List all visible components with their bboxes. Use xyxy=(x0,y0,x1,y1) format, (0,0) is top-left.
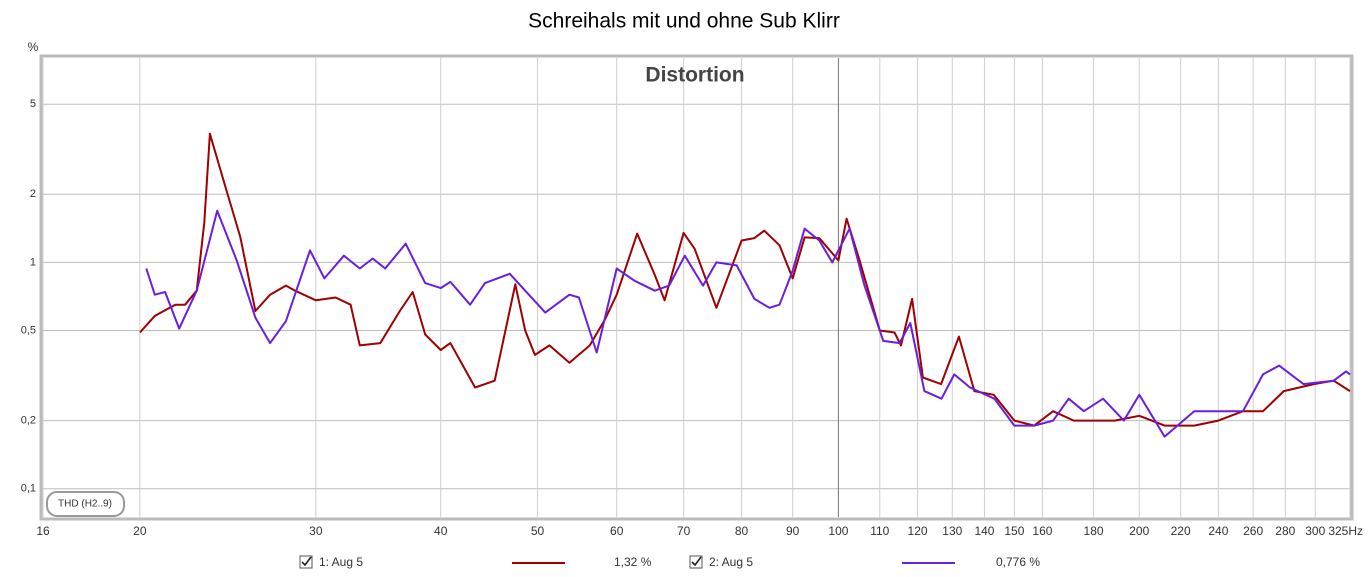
y-tick-label: 1 xyxy=(30,256,36,268)
annotation: THD (H2..9) xyxy=(58,499,112,510)
x-tick-label: 180 xyxy=(1084,524,1104,538)
x-tick-label: 120 xyxy=(908,524,928,538)
x-tick-label: 200 xyxy=(1129,524,1149,538)
x-tick-label: 80 xyxy=(735,524,749,538)
legend-value: 1,32 % xyxy=(614,555,652,569)
x-tick-label: 90 xyxy=(786,524,800,538)
x-tick-label: 100 xyxy=(828,524,848,538)
x-tick-label: 160 xyxy=(1032,524,1052,538)
annotation-box xyxy=(46,491,125,517)
legend-name: 1: Aug 5 xyxy=(319,555,363,569)
legend-name: 2: Aug 5 xyxy=(709,555,753,569)
x-tick-label: 50 xyxy=(531,524,545,538)
x-tick-label: 220 xyxy=(1171,524,1191,538)
x-tick-label: 30 xyxy=(309,524,323,538)
x-tick-label: 240 xyxy=(1208,524,1228,538)
y-unit: % xyxy=(28,40,39,54)
x-tick-label: 300 xyxy=(1305,524,1325,538)
series-line xyxy=(145,209,1351,438)
legend-value: 0,776 % xyxy=(996,555,1040,569)
x-tick-label: 60 xyxy=(610,524,624,538)
x-tick-label: 260 xyxy=(1243,524,1263,538)
x-tick-label: 16 xyxy=(36,524,50,538)
chart-title: Schreihals mit und ohne Sub Klirr xyxy=(528,10,840,33)
x-tick-label: 130 xyxy=(942,524,962,538)
plot-area xyxy=(43,58,1350,517)
x-tick-label: 140 xyxy=(974,524,994,538)
x-tick-label: 280 xyxy=(1275,524,1295,538)
x-tick-label: 70 xyxy=(677,524,691,538)
y-tick-label: 2 xyxy=(30,188,36,200)
x-tick-label: 150 xyxy=(1004,524,1024,538)
legend-check xyxy=(691,556,702,567)
plot-frame xyxy=(39,54,1354,521)
x-tick-label: 20 xyxy=(133,524,147,538)
legend-check xyxy=(301,556,312,567)
x-tick-label: 110 xyxy=(870,524,889,538)
series-line xyxy=(139,132,1351,427)
y-tick-label: 0,1 xyxy=(21,483,36,495)
y-tick-label: 5 xyxy=(30,98,36,110)
x-tick-label: 40 xyxy=(434,524,448,538)
y-tick-label: 0,2 xyxy=(21,414,36,426)
x-tick-label: 325Hz xyxy=(1328,524,1363,538)
plot-subtitle: Distortion xyxy=(645,64,744,87)
y-tick-label: 0,5 xyxy=(21,324,36,336)
